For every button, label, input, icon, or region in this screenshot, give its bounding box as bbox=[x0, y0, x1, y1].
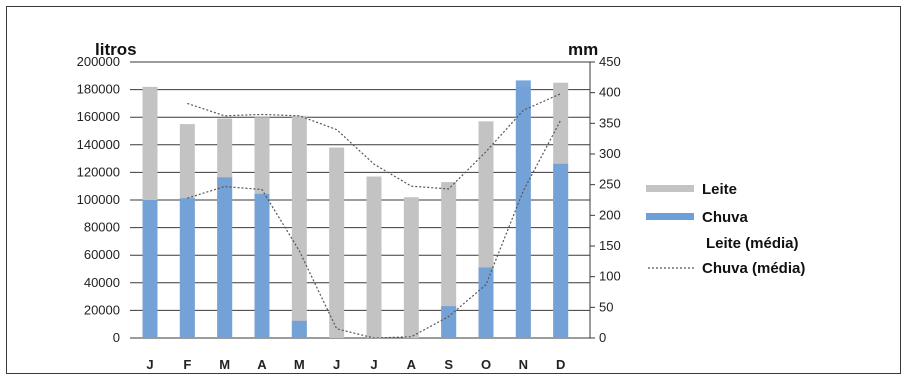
y-left-axis-title: litros bbox=[95, 40, 137, 59]
legend-swatch-leite bbox=[646, 185, 694, 192]
y-left-tick-label: 20000 bbox=[84, 302, 120, 317]
y-right-tick-label: 300 bbox=[599, 146, 621, 161]
bar-leite bbox=[403, 197, 419, 338]
bar-chuva bbox=[142, 200, 158, 338]
y-right-axis-title: mm bbox=[568, 40, 598, 59]
y-left-tick-label: 0 bbox=[113, 330, 120, 345]
y-left-tick-label: 40000 bbox=[84, 275, 120, 290]
bar-chuva bbox=[179, 198, 195, 338]
bar-chuva bbox=[254, 193, 270, 338]
grid-lines bbox=[130, 61, 590, 339]
bar-chuva bbox=[441, 306, 457, 338]
bar-chuva bbox=[291, 320, 307, 338]
bar-leite bbox=[291, 115, 307, 338]
x-tick-label: S bbox=[444, 357, 453, 372]
x-tick-label: J bbox=[333, 357, 340, 372]
x-tick-label: J bbox=[146, 357, 153, 372]
y-right-tick-label: 0 bbox=[599, 330, 606, 345]
y-right-tick-label: 50 bbox=[599, 299, 613, 314]
y-right-tick-label: 250 bbox=[599, 177, 621, 192]
x-tick-label: J bbox=[370, 357, 377, 372]
y-right-tick-label: 350 bbox=[599, 115, 621, 130]
bar-chuva bbox=[515, 80, 531, 339]
line-leite-media bbox=[187, 93, 561, 190]
y-left-tick-label: 100000 bbox=[77, 192, 120, 207]
y-right-tick-label: 100 bbox=[599, 269, 621, 284]
bar-chuva bbox=[478, 267, 494, 338]
legend-label-chuva: Chuva bbox=[702, 209, 749, 226]
line-marks bbox=[187, 93, 562, 339]
y-right-tick-label: 200 bbox=[599, 207, 621, 222]
y-left-tick-label: 180000 bbox=[77, 82, 120, 97]
legend-swatch-chuva bbox=[646, 213, 694, 220]
y-left-tick-label: 60000 bbox=[84, 247, 120, 262]
y-right-tick-label: 150 bbox=[599, 238, 621, 253]
y-left-tick-label: 160000 bbox=[77, 109, 120, 124]
y-left-tick-label: 120000 bbox=[77, 164, 120, 179]
y-left-tick-label: 140000 bbox=[77, 137, 120, 152]
x-tick-label: A bbox=[407, 357, 417, 372]
bar-chuva bbox=[553, 163, 569, 338]
bar-leite bbox=[441, 182, 457, 338]
line-chuva-media bbox=[187, 119, 562, 339]
y-right-tick-label: 400 bbox=[599, 85, 621, 100]
x-tick-label: D bbox=[556, 357, 565, 372]
x-tick-label: F bbox=[183, 357, 191, 372]
axes: 2000001800001600001400001200001000008000… bbox=[77, 54, 621, 372]
x-tick-label: M bbox=[219, 357, 230, 372]
bar-leite bbox=[329, 147, 345, 338]
y-left-tick-label: 200000 bbox=[77, 54, 120, 69]
y-left-tick-label: 80000 bbox=[84, 220, 120, 235]
x-tick-label: M bbox=[294, 357, 305, 372]
bar-marks bbox=[142, 80, 569, 339]
legend-label-chuva-media: Chuva (média) bbox=[702, 260, 805, 277]
x-tick-label: O bbox=[481, 357, 491, 372]
x-tick-label: N bbox=[519, 357, 528, 372]
legend: Leite Chuva Leite (média) Chuva (média) bbox=[646, 181, 805, 277]
legend-label-leite-media: Leite (média) bbox=[706, 235, 799, 252]
x-tick-label: A bbox=[257, 357, 267, 372]
y-right-tick-label: 450 bbox=[599, 54, 621, 69]
bar-chuva bbox=[217, 177, 233, 338]
bar-leite bbox=[366, 176, 382, 338]
legend-label-leite: Leite bbox=[702, 181, 737, 198]
